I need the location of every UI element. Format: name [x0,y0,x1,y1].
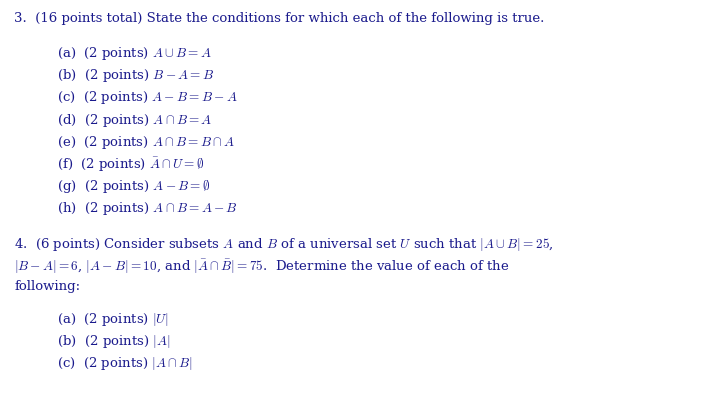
Text: (e)  (2 points) $A \cap B = B \cap A$: (e) (2 points) $A \cap B = B \cap A$ [57,134,235,151]
Text: 4.  (6 points) Consider subsets $A$ and $B$ of a universal set $U$ such that $|A: 4. (6 points) Consider subsets $A$ and $… [14,236,554,253]
Text: (a)  (2 points) $|U|$: (a) (2 points) $|U|$ [57,311,169,328]
Text: (b)  (2 points) $B - A = B$: (b) (2 points) $B - A = B$ [57,67,214,84]
Text: (d)  (2 points) $A \cap B = A$: (d) (2 points) $A \cap B = A$ [57,112,213,129]
Text: (g)  (2 points) $A - B = \emptyset$: (g) (2 points) $A - B = \emptyset$ [57,178,210,195]
Text: 3.  (16 points total) State the conditions for which each of the following is tr: 3. (16 points total) State the condition… [14,12,545,25]
Text: (c)  (2 points) $|A \cap B|$: (c) (2 points) $|A \cap B|$ [57,355,193,372]
Text: (b)  (2 points) $|A|$: (b) (2 points) $|A|$ [57,333,171,350]
Text: (f)  (2 points) $\bar{A} \cap U = \emptyset$: (f) (2 points) $\bar{A} \cap U = \emptys… [57,156,204,174]
Text: (h)  (2 points) $A \cap B = A - B$: (h) (2 points) $A \cap B = A - B$ [57,200,237,217]
Text: $|B - A| = 6$, $|A - B| = 10$, and $|\bar{A} \cap \bar{B}| = 75$.  Determine the: $|B - A| = 6$, $|A - B| = 10$, and $|\ba… [14,258,510,276]
Text: (a)  (2 points) $A \cup B = A$: (a) (2 points) $A \cup B = A$ [57,45,212,62]
Text: following:: following: [14,280,80,293]
Text: (c)  (2 points) $A - B = B - A$: (c) (2 points) $A - B = B - A$ [57,89,237,106]
